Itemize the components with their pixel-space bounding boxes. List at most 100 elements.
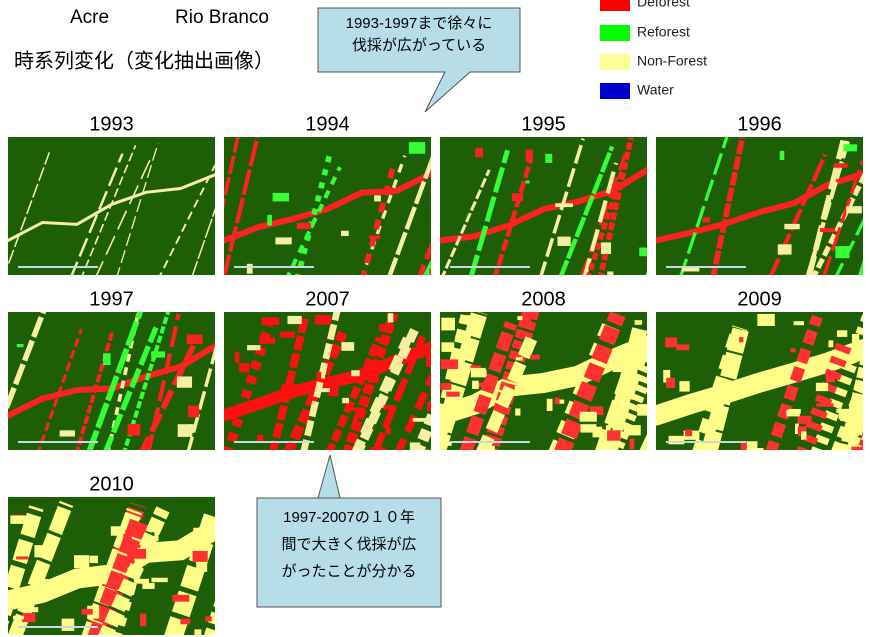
patch xyxy=(417,450,430,460)
patch xyxy=(851,410,865,421)
patch xyxy=(126,571,140,575)
patch xyxy=(784,224,799,229)
patch xyxy=(151,351,165,357)
patch xyxy=(267,215,272,226)
patch xyxy=(409,142,425,154)
patch xyxy=(29,607,38,612)
patch xyxy=(60,430,75,436)
patch xyxy=(388,313,394,322)
clearing xyxy=(864,340,870,455)
patch xyxy=(555,203,573,207)
callout-box xyxy=(257,455,441,607)
map-image xyxy=(656,133,870,280)
patch xyxy=(816,383,828,391)
patch xyxy=(456,354,465,360)
patch xyxy=(370,447,386,457)
patch xyxy=(478,446,494,455)
legend-swatch xyxy=(600,83,630,99)
patch xyxy=(341,231,349,236)
patch xyxy=(194,629,201,637)
patch xyxy=(517,316,522,320)
patch xyxy=(607,430,620,440)
patch xyxy=(110,615,124,621)
map-content xyxy=(0,493,275,637)
patch xyxy=(410,442,420,453)
patch xyxy=(461,315,476,324)
patch xyxy=(427,402,437,411)
forest xyxy=(656,137,863,275)
patch xyxy=(739,337,743,342)
patch xyxy=(140,614,146,627)
patch xyxy=(835,246,849,258)
patch xyxy=(635,320,642,325)
patch xyxy=(846,206,862,213)
patch xyxy=(797,416,811,424)
patch xyxy=(426,354,440,366)
patch xyxy=(49,547,54,557)
patch xyxy=(741,442,747,452)
patch xyxy=(90,556,98,563)
patch xyxy=(134,579,149,584)
patch xyxy=(123,534,132,541)
callout-text: 1993-1997まで徐々に xyxy=(346,15,493,32)
patch xyxy=(374,195,381,201)
patch xyxy=(669,436,685,444)
panel-year: 1994 xyxy=(305,113,350,135)
patch xyxy=(629,439,634,450)
patch xyxy=(637,404,649,416)
map-image xyxy=(0,493,275,637)
patch xyxy=(351,408,365,411)
patch xyxy=(475,148,483,157)
patch xyxy=(829,340,834,347)
patch xyxy=(820,228,835,232)
patch xyxy=(601,242,611,254)
patch xyxy=(280,331,295,337)
panel-year: 2009 xyxy=(737,288,782,310)
patch xyxy=(703,217,711,222)
patch xyxy=(188,406,199,418)
patch xyxy=(413,418,430,422)
patch xyxy=(341,342,354,351)
patch xyxy=(315,315,331,325)
patch xyxy=(172,595,189,602)
patch xyxy=(845,430,859,436)
patch xyxy=(127,551,134,562)
patch xyxy=(10,516,26,524)
legend-swatch xyxy=(600,0,630,11)
patch xyxy=(259,337,275,343)
patch xyxy=(790,348,795,352)
patch xyxy=(430,387,436,395)
patch xyxy=(351,370,359,376)
patch xyxy=(154,529,158,542)
patch xyxy=(547,399,553,411)
patch xyxy=(441,318,455,331)
legend-label: Non-Forest xyxy=(637,53,707,69)
legend-label: Deforest xyxy=(637,0,690,10)
patch xyxy=(187,424,194,433)
legend-swatch xyxy=(600,54,630,70)
map-image xyxy=(656,308,870,458)
patch xyxy=(62,619,75,631)
patch xyxy=(82,609,93,615)
patch xyxy=(757,314,774,326)
patch xyxy=(193,528,208,539)
patch xyxy=(545,154,552,163)
panel-year: 2008 xyxy=(521,288,566,310)
patch xyxy=(342,398,349,403)
patch xyxy=(840,413,844,421)
callout-text: 1997-2007の１０年 xyxy=(283,509,415,526)
patch xyxy=(128,424,141,436)
page: Acre Rio Branco 時系列変化（変化抽出画像） DeforestRe… xyxy=(0,0,870,637)
patch xyxy=(368,370,378,383)
patch xyxy=(801,431,806,439)
patch xyxy=(16,556,28,559)
patch xyxy=(721,385,731,388)
map-image xyxy=(0,307,219,455)
patch xyxy=(834,163,848,168)
patch xyxy=(851,447,867,452)
callouts: 1993-1997まで徐々に伐採が広がっている1997-2007の１０年間で大き… xyxy=(257,8,520,607)
title: 時系列変化（変化抽出画像） xyxy=(14,49,274,72)
patch xyxy=(142,583,154,589)
patch xyxy=(639,248,652,257)
patch xyxy=(446,392,459,397)
